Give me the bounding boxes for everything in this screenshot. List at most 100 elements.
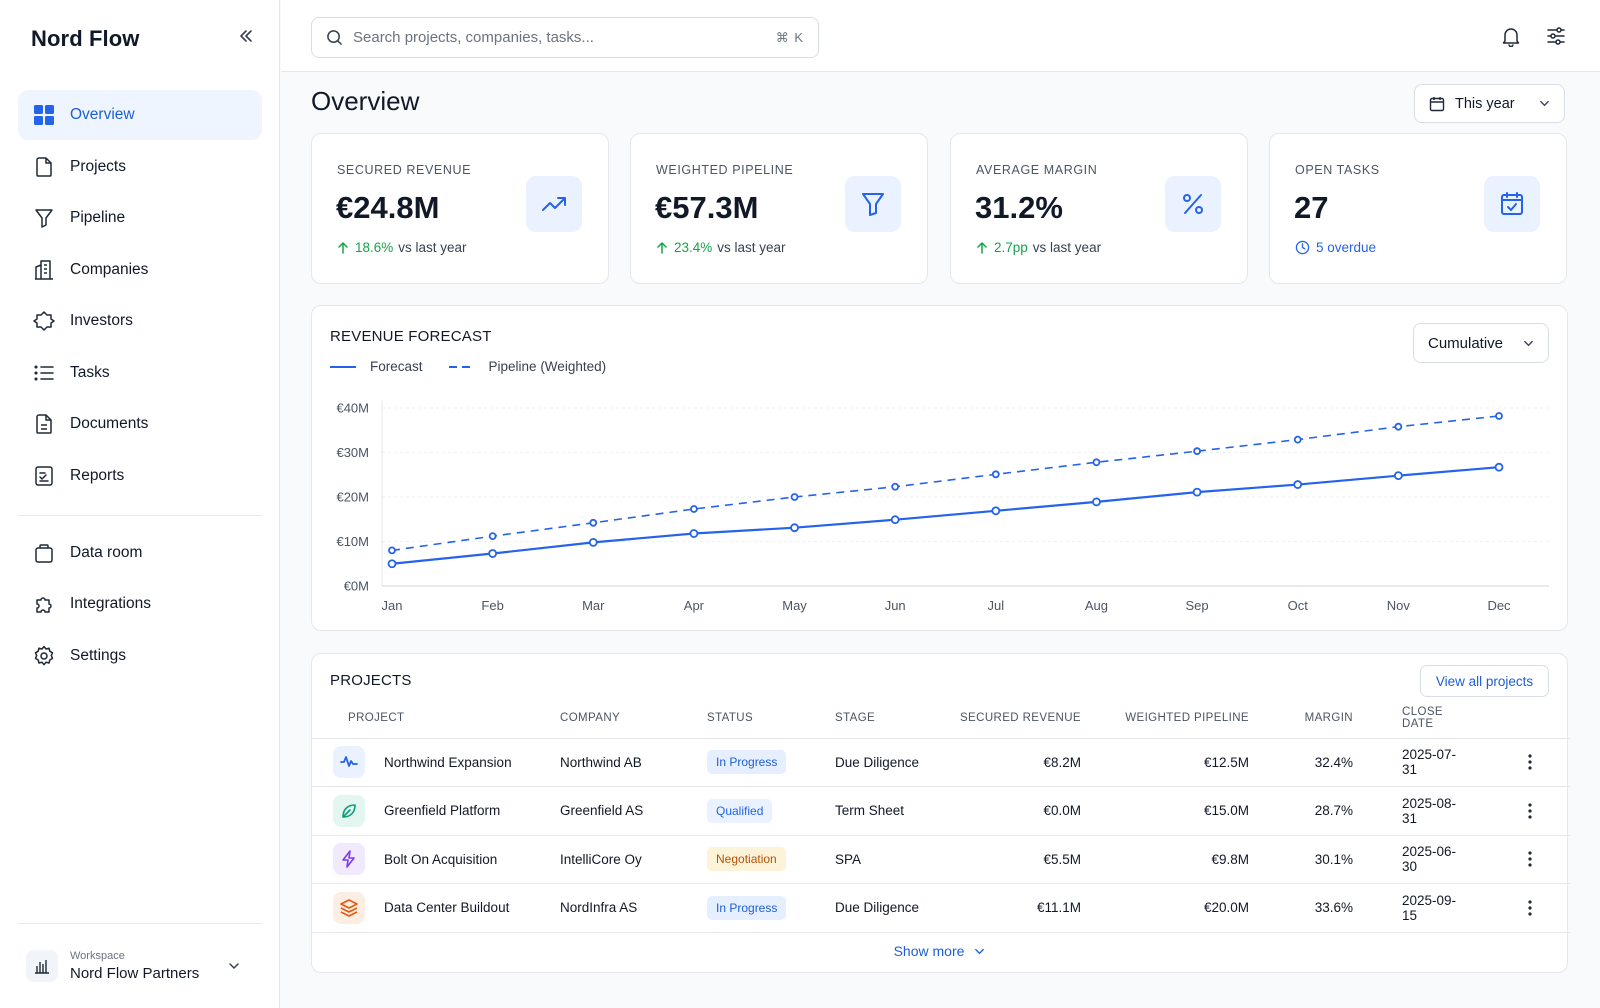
chart-mode-select[interactable]: Cumulative: [1413, 323, 1549, 363]
filters-button[interactable]: [1542, 22, 1570, 50]
period-select[interactable]: This year: [1414, 84, 1565, 123]
percent-icon: [1165, 176, 1221, 232]
project-name[interactable]: Data Center Buildout: [384, 900, 510, 916]
actions-cell: [1470, 786, 1570, 836]
sidebar-item-label: Companies: [70, 260, 149, 278]
clock-icon: [1295, 240, 1310, 255]
sidebar-item-overview[interactable]: Overview: [18, 90, 262, 140]
column-header-weighted-pipeline[interactable]: WEIGHTED PIPELINE: [1081, 698, 1249, 739]
table-row[interactable]: Bolt On Acquisition IntelliCore Oy Negot…: [312, 835, 1570, 884]
sidebar-item-integrations[interactable]: Integrations: [18, 579, 262, 629]
project-name[interactable]: Northwind Expansion: [384, 754, 512, 770]
margin-cell: 33.6%: [1249, 883, 1353, 933]
data-point-forecast: [991, 506, 1001, 516]
sidebar-item-label: Projects: [70, 157, 126, 175]
projects-table: PROJECT COMPANY STATUS STAGE SECURED REV…: [312, 698, 1570, 933]
y-tick-label: €0M: [344, 579, 369, 594]
chart-legend: Forecast Pipeline (Weighted): [330, 359, 632, 374]
data-point-pipeline: [1394, 422, 1403, 431]
weighted-pipeline-cell: €12.5M: [1081, 738, 1249, 787]
sidebar-item-investors[interactable]: Investors: [18, 296, 262, 346]
column-header-secured-revenue[interactable]: SECURED REVENUE: [945, 698, 1081, 739]
row-actions-button[interactable]: [1520, 898, 1540, 918]
sidebar-item-tasks[interactable]: Tasks: [18, 348, 262, 398]
collapse-sidebar-button[interactable]: [234, 24, 258, 48]
search-input[interactable]: [353, 29, 776, 46]
chart-title: REVENUE FORECAST: [330, 328, 492, 345]
row-actions-button[interactable]: [1520, 801, 1540, 821]
row-actions-button[interactable]: [1520, 752, 1540, 772]
sidebar-item-data-room[interactable]: Data room: [18, 528, 262, 578]
kpi-delta-value: 18.6%: [355, 240, 394, 255]
status-cell: In Progress: [707, 883, 835, 933]
column-header-margin[interactable]: MARGIN: [1249, 698, 1353, 739]
forecast-line-chart: €0M €10M €20M €30M €40M Jan Feb Mar Apr May Jun Jul…: [336, 400, 1549, 613]
show-more-button[interactable]: Show more: [312, 930, 1567, 972]
kpi-value: €24.8M: [336, 190, 440, 225]
sidebar-item-documents[interactable]: Documents: [18, 399, 262, 449]
chevron-down-icon: [229, 963, 239, 970]
data-point-pipeline: [891, 482, 900, 491]
project-name[interactable]: Greenfield Platform: [384, 803, 501, 819]
column-header-status[interactable]: STATUS: [707, 698, 835, 739]
workspace-switcher[interactable]: Workspace Nord Flow Partners: [18, 923, 262, 1008]
kpi-label: OPEN TASKS: [1295, 163, 1380, 177]
sidebar-item-settings[interactable]: Settings: [18, 631, 262, 681]
sidebar-item-label: Tasks: [70, 363, 110, 381]
sidebar-item-companies[interactable]: Companies: [18, 245, 262, 295]
secured-revenue-cell: €11.1M: [945, 883, 1081, 933]
data-point-pipeline: [388, 546, 396, 555]
report-icon: [32, 464, 56, 488]
nav-divider: [18, 514, 262, 516]
kpi-label: WEIGHTED PIPELINE: [656, 163, 794, 177]
column-header-company[interactable]: COMPANY: [560, 698, 707, 739]
chevron-down-icon: [1540, 100, 1549, 107]
sidebar-item-reports[interactable]: Reports: [18, 451, 262, 501]
sidebar-item-label: Reports: [70, 466, 125, 484]
kpi-value: 27: [1294, 190, 1329, 225]
stage-cell: Due Diligence: [835, 883, 945, 933]
view-all-projects-button[interactable]: View all projects: [1420, 665, 1549, 697]
status-cell: Negotiation: [707, 835, 835, 884]
legend-swatch-dashed: [448, 365, 475, 368]
kpi-delta: 18.6% vs last year: [337, 240, 467, 255]
project-cell: Northwind Expansion: [312, 738, 560, 787]
kpi-delta: 2.7pp vs last year: [976, 240, 1101, 255]
data-point-forecast: [689, 529, 699, 538]
y-tick-label: €30M: [336, 445, 369, 460]
kpi-delta-value: 5 overdue: [1316, 240, 1377, 255]
search-box[interactable]: ⌘ K: [311, 17, 819, 58]
legend-item-pipeline: Pipeline (Weighted): [448, 359, 607, 374]
list-icon: [32, 361, 56, 385]
table-row[interactable]: Northwind Expansion Northwind AB In Prog…: [312, 738, 1570, 787]
notifications-button[interactable]: [1497, 22, 1525, 50]
x-tick-label: Jan: [382, 598, 403, 613]
sidebar-item-pipeline[interactable]: Pipeline: [18, 193, 262, 243]
column-header-stage[interactable]: STAGE: [835, 698, 945, 739]
legend-label: Pipeline (Weighted): [488, 359, 607, 374]
arrow-up-icon: [338, 241, 348, 254]
search-icon: [327, 30, 342, 45]
column-header-close-date[interactable]: CLOSE DATE: [1353, 698, 1470, 739]
sidebar-item-label: Overview: [70, 106, 135, 123]
row-actions-button[interactable]: [1520, 849, 1540, 869]
data-point-pipeline: [1293, 435, 1302, 444]
table-row[interactable]: Greenfield Platform Greenfield AS Qualif…: [312, 786, 1570, 836]
data-point-forecast: [1092, 497, 1101, 507]
sidebar-item-label: Settings: [70, 646, 127, 664]
sidebar-nav: Overview Projects Pipeline Companies Inv…: [18, 90, 262, 682]
sidebar-item-label: Investors: [70, 312, 133, 329]
document-icon: [32, 412, 56, 436]
data-point-pipeline: [1092, 458, 1101, 467]
column-header-project[interactable]: PROJECT: [312, 698, 560, 739]
sidebar-item-projects[interactable]: Projects: [18, 142, 262, 192]
stage-cell: SPA: [835, 835, 945, 884]
kpi-card-average-margin: AVERAGE MARGIN 31.2% 2.7pp vs last year: [950, 133, 1248, 284]
show-more-label: Show more: [893, 943, 965, 959]
bell-icon: [1502, 28, 1520, 47]
data-point-pipeline: [1193, 447, 1201, 456]
project-name[interactable]: Bolt On Acquisition: [384, 851, 498, 867]
table-row[interactable]: Data Center Buildout NordInfra AS In Pro…: [312, 883, 1570, 933]
x-tick-label: Feb: [481, 598, 503, 613]
x-tick-label: Apr: [684, 598, 705, 613]
